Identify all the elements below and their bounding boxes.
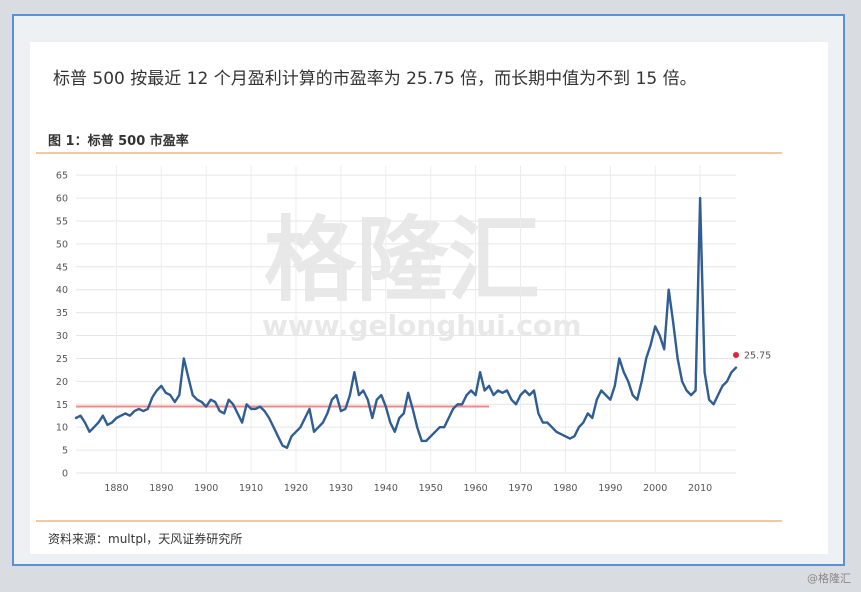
y-tick-label: 40 — [56, 285, 68, 296]
x-tick-label: 1880 — [104, 483, 128, 494]
x-tick-label: 1930 — [329, 483, 353, 494]
y-tick-label: 45 — [56, 262, 68, 273]
chart-grid — [76, 166, 736, 474]
y-tick-label: 50 — [56, 239, 68, 250]
x-tick-label: 1940 — [374, 483, 398, 494]
y-tick-label: 5 — [62, 446, 68, 457]
y-tick-label: 35 — [56, 308, 68, 319]
title-divider — [36, 152, 782, 154]
chart-series: 25.75 — [74, 196, 771, 449]
watermark-url: www.gelonghui.com — [262, 309, 581, 342]
y-tick-label: 55 — [56, 216, 68, 227]
headline-text: 标普 500 按最近 12 个月盈利计算的市盈率为 25.75 倍，而长期中值为… — [53, 69, 697, 89]
x-tick-label: 1890 — [149, 483, 173, 494]
x-axis-ticks: 1880 1890 1900 1910 1920 1930 1940 1950 1960 1970… — [104, 483, 712, 494]
x-tick-label: 1910 — [239, 483, 263, 494]
watermark-logo-text: 格隆汇 — [264, 207, 540, 314]
pe-ratio-chart: 格隆汇 www.gelonghui.com 0 5 10 15 20 25 30 35 40 45… — [56, 166, 771, 494]
x-tick-label: 1920 — [284, 483, 308, 494]
watermark: 格隆汇 www.gelonghui.com — [262, 207, 581, 342]
figure-title: 图 1：标普 500 市盈率 — [48, 134, 189, 149]
corner-watermark: @格隆汇 — [807, 572, 851, 585]
y-tick-label: 65 — [56, 171, 68, 182]
y-tick-label: 15 — [56, 400, 68, 411]
pe-ratio-line — [74, 196, 738, 449]
x-tick-label: 2010 — [688, 483, 712, 494]
endpoint-marker — [733, 352, 739, 359]
y-tick-label: 25 — [56, 354, 68, 365]
x-tick-label: 1990 — [598, 483, 622, 494]
y-tick-label: 60 — [56, 194, 68, 205]
y-tick-label: 0 — [62, 469, 68, 480]
x-tick-label: 2000 — [643, 483, 667, 494]
source-divider — [36, 520, 782, 522]
y-axis-ticks: 0 5 10 15 20 25 30 35 40 45 50 55 60 65 — [56, 171, 68, 480]
y-tick-label: 30 — [56, 331, 68, 342]
source-note: 资料来源：multpl，天风证券研究所 — [48, 532, 243, 546]
y-tick-label: 20 — [56, 377, 68, 388]
x-tick-label: 1980 — [553, 483, 577, 494]
y-tick-label: 10 — [56, 423, 68, 434]
x-tick-label: 1950 — [419, 483, 443, 494]
x-tick-label: 1900 — [194, 483, 218, 494]
x-tick-label: 1960 — [463, 483, 487, 494]
x-tick-label: 1970 — [508, 483, 532, 494]
endpoint-label: 25.75 — [744, 351, 771, 362]
content-card — [30, 42, 828, 554]
